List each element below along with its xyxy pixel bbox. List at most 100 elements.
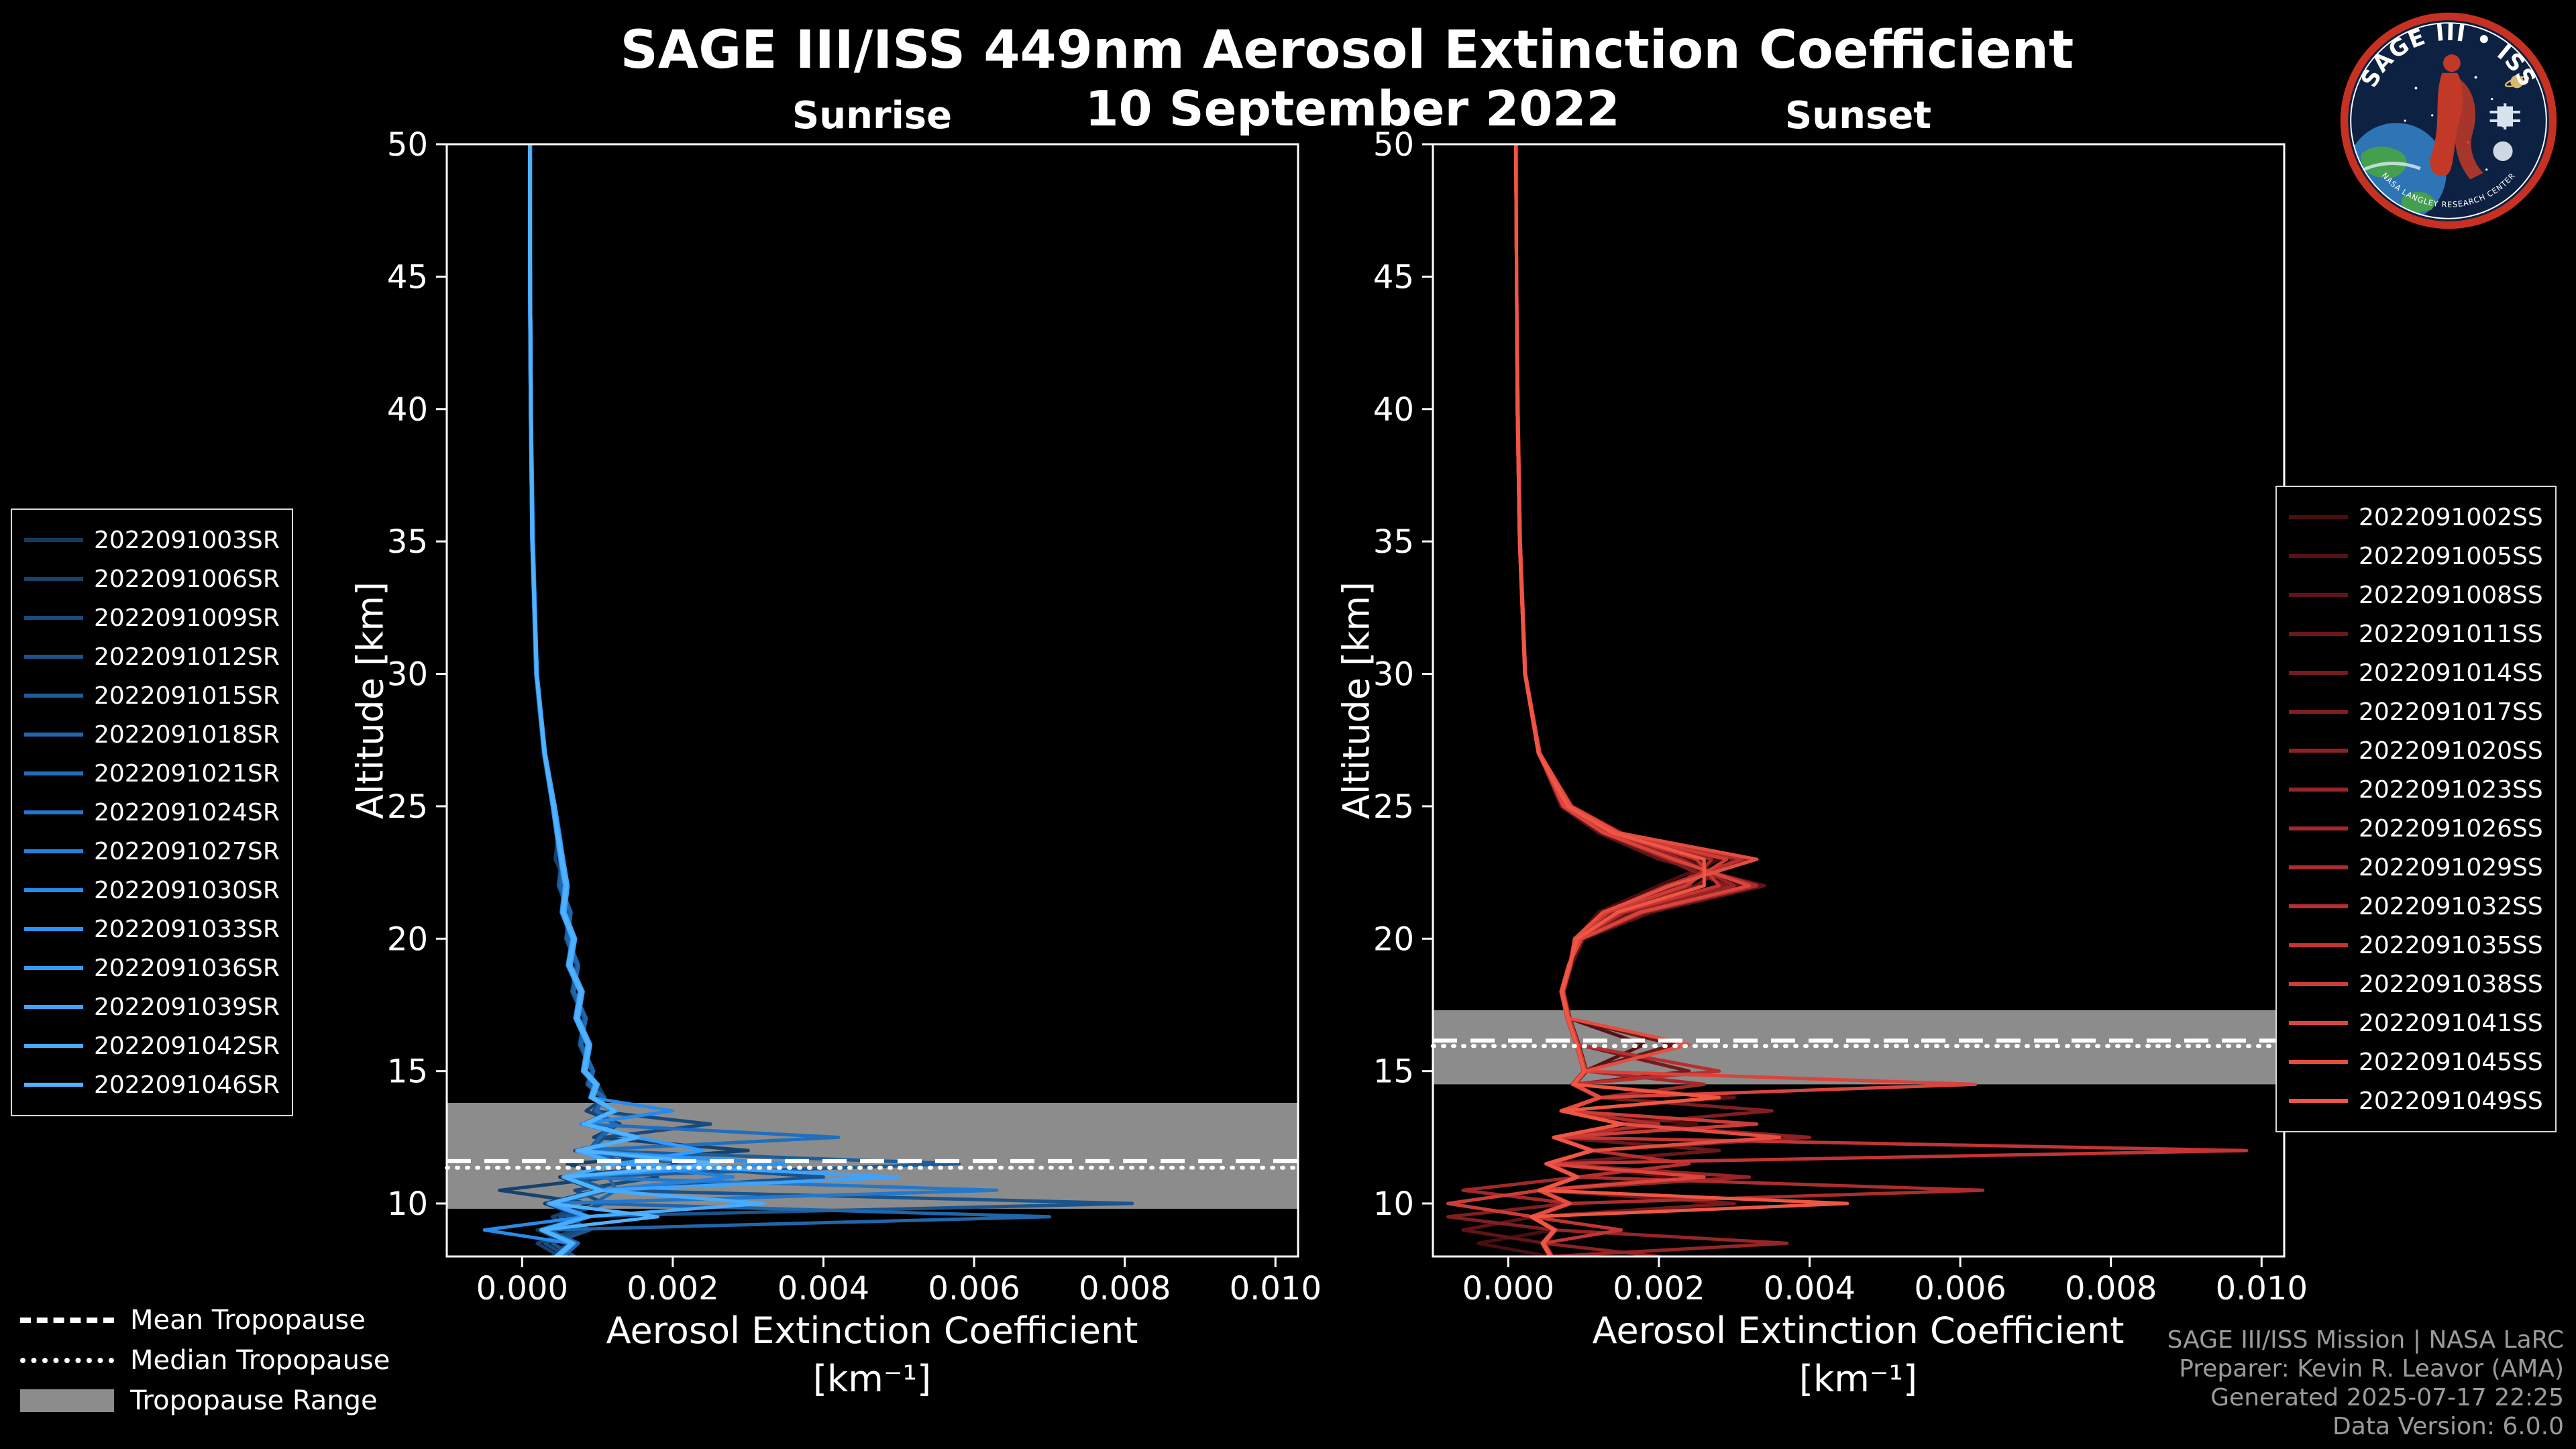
legend-label: 2022091021SR — [94, 759, 280, 788]
legend-label: 2022091020SS — [2359, 737, 2543, 765]
sunrise-y-axis-label: Altitude [km] — [349, 581, 392, 820]
sunrise-panel-title: Sunrise — [792, 94, 953, 138]
legend-item: 2022091003SR — [24, 521, 280, 559]
x-tick-label: 0.004 — [1764, 1270, 1856, 1307]
legend-label: 2022091029SS — [2359, 853, 2543, 881]
series-line-2022091033SR — [528, 144, 788, 1256]
series-line-2022091003SR — [528, 144, 690, 1256]
sunset-legend: 2022091002SS 2022091005SS 2022091008SS 2022… — [2275, 486, 2557, 1132]
legend-label: 2022091018SR — [94, 720, 280, 749]
legend-label: 2022091042SR — [94, 1032, 280, 1060]
planet-icon — [2510, 74, 2524, 89]
y-tick-label: 20 — [1373, 920, 1414, 958]
sunrise-x-axis-units: [km⁻¹] — [812, 1358, 932, 1400]
y-tick-label: 50 — [387, 126, 428, 164]
legend-label: 2022091027SR — [94, 837, 280, 865]
legend-label: 2022091041SS — [2359, 1009, 2543, 1037]
x-tick-label: 0.006 — [1914, 1270, 2006, 1307]
legend-item: 2022091018SR — [24, 715, 280, 754]
legend-label: 2022091006SR — [94, 565, 280, 593]
legend-label: 2022091026SS — [2359, 814, 2543, 843]
chart-title: SAGE III/ISS 449nm Aerosol Extinction Co… — [620, 20, 2074, 80]
x-tick-label: 0.002 — [627, 1270, 718, 1307]
legend-item: 2022091035SS — [2289, 926, 2543, 965]
legend-label: 2022091032SS — [2359, 892, 2543, 920]
legend-item: 2022091011SS — [2289, 614, 2543, 653]
legend-line-sample — [24, 616, 83, 620]
mean-tropopause-legend-item: Mean Tropopause — [20, 1304, 390, 1336]
legend-label: 2022091003SR — [94, 526, 280, 554]
sunset-x-axis-label: Aerosol Extinction Coefficient — [1592, 1309, 2125, 1352]
x-tick-label: 0.000 — [476, 1270, 568, 1307]
y-tick-label: 35 — [387, 523, 428, 561]
x-tick-label: 0.002 — [1613, 1270, 1705, 1307]
series-line-2022091039SR — [529, 144, 901, 1256]
logo-inner-ring — [2350, 22, 2547, 219]
series-line-2022091002SS — [1476, 144, 1721, 1256]
legend-label: 2022091030SR — [94, 876, 280, 904]
legend-line-sample — [2289, 1060, 2348, 1064]
legend-line-sample — [2289, 1021, 2348, 1025]
sage-iii-iss-logo: SAGE III • ISS NASA LANGLEY RESEARCH CEN… — [2340, 12, 2557, 229]
legend-item: 2022091024SR — [24, 793, 280, 832]
legend-label: 2022091024SR — [94, 798, 280, 826]
y-tick-label: 20 — [387, 920, 428, 958]
legend-item: 2022091042SR — [24, 1026, 280, 1065]
credit-preparer: Preparer: Kevin R. Leavor (AMA) — [2179, 1355, 2564, 1383]
legend-item: 2022091020SS — [2289, 731, 2543, 770]
legend-item: 2022091015SR — [24, 676, 280, 715]
series-line-2022091012SR — [528, 144, 1134, 1256]
sunrise-legend: 2022091003SR 2022091006SR 2022091009SR 2022… — [11, 508, 293, 1116]
legend-line-sample — [2289, 943, 2348, 947]
chart-date: 10 September 2022 — [1085, 80, 1620, 137]
iss-icon — [2489, 103, 2520, 129]
legend-label: 2022091012SR — [94, 643, 280, 671]
mean-tropopause-label: Mean Tropopause — [130, 1305, 366, 1336]
credit-generated: Generated 2025-07-17 22:25 — [2210, 1384, 2564, 1411]
legend-line-sample — [24, 966, 83, 970]
x-tick-label: 0.006 — [928, 1270, 1020, 1307]
legend-line-sample — [24, 538, 83, 542]
legend-line-sample — [2289, 554, 2348, 558]
y-tick-label: 30 — [1373, 656, 1414, 694]
y-tick-label: 50 — [1373, 126, 1414, 164]
legend-item: 2022091023SS — [2289, 770, 2543, 809]
y-tick-label: 15 — [1373, 1053, 1414, 1091]
legend-line-sample — [2289, 826, 2348, 830]
series-line-2022091027SR — [529, 144, 735, 1256]
series-line-2022091042SR — [528, 144, 765, 1256]
sunset-x-axis-units: [km⁻¹] — [1799, 1358, 1918, 1400]
median-tropopause-label: Median Tropopause — [130, 1345, 390, 1376]
y-tick-label: 25 — [1373, 788, 1414, 826]
legend-line-sample — [2289, 593, 2348, 597]
legend-item: 2022091012SR — [24, 637, 280, 676]
mean-tropopause-line-sample — [20, 1318, 114, 1323]
legend-label: 2022091039SR — [94, 993, 280, 1021]
legend-line-sample — [2289, 1099, 2348, 1103]
legend-label: 2022091046SR — [94, 1071, 280, 1099]
series-line-2022091021SR — [528, 144, 841, 1256]
x-tick-label: 0.010 — [2216, 1270, 2308, 1307]
credit-mission: SAGE III/ISS Mission | NASA LaRC — [2167, 1326, 2564, 1354]
median-tropopause-legend-item: Median Tropopause — [20, 1344, 390, 1377]
legend-item: 2022091008SS — [2289, 576, 2543, 614]
legend-item: 2022091032SS — [2289, 887, 2543, 926]
x-tick-label: 0.000 — [1462, 1270, 1554, 1307]
legend-label: 2022091002SS — [2359, 503, 2543, 531]
legend-label: 2022091014SS — [2359, 659, 2543, 687]
tropopause-range-sample — [20, 1389, 114, 1412]
series-line-2022091018SR — [528, 144, 1051, 1256]
legend-item: 2022091046SR — [24, 1065, 280, 1104]
legend-item: 2022091036SR — [24, 949, 280, 987]
earth-land-2 — [2402, 191, 2435, 215]
tropopause-range-legend-item: Tropopause Range — [20, 1385, 390, 1417]
y-tick-label: 40 — [1373, 391, 1414, 429]
legend-item: 2022091014SS — [2289, 653, 2543, 692]
legend-item: 2022091045SS — [2289, 1042, 2543, 1081]
legend-line-sample — [2289, 632, 2348, 636]
series-line-2022091049SS — [1514, 144, 1849, 1256]
legend-line-sample — [2289, 788, 2348, 792]
credit-data-version: Data Version: 6.0.0 — [2332, 1413, 2564, 1440]
sunset-y-axis-label: Altitude [km] — [1335, 581, 1378, 820]
